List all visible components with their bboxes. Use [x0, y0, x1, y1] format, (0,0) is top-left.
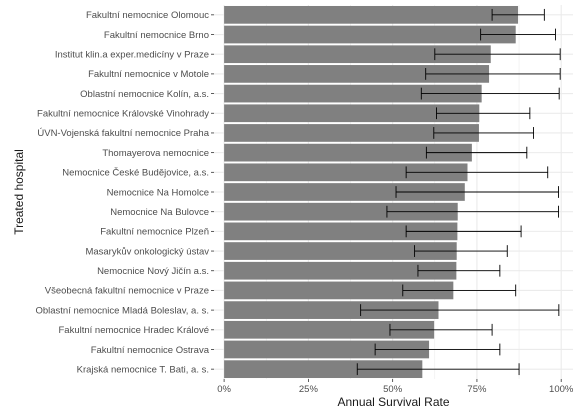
y-tick-label: ÚVN-Vojenská fakultní nemocnice Praha	[37, 128, 209, 139]
y-tick-label: Thomayerova nemocnice	[102, 148, 209, 159]
bar	[224, 202, 458, 221]
error-bar	[425, 146, 528, 159]
bar	[224, 163, 468, 182]
y-tick-label: Nemocnice Na Homolce	[107, 187, 209, 198]
error-bar	[425, 67, 561, 80]
bars	[224, 5, 519, 379]
error-bar	[436, 107, 531, 120]
bar	[224, 320, 435, 339]
bar	[224, 25, 516, 44]
bar	[224, 65, 490, 83]
error-bar	[480, 28, 556, 41]
bar	[224, 301, 439, 319]
y-tick-label: Nemocnice Nový Jičín a.s.	[97, 266, 209, 277]
bar	[224, 45, 491, 64]
y-tick-label: Institut klin.a exper.medicíny v Praze	[55, 50, 209, 61]
y-tick-label: Nemocnice Na Bulovce	[110, 207, 209, 218]
y-tick-label: Krajská nemocnice T. Bati, a. s.	[77, 364, 209, 375]
bar	[224, 360, 423, 379]
y-tick-label: Oblastní nemocnice Mladá Boleslav, a. s.	[35, 305, 209, 316]
error-bar	[374, 343, 501, 356]
bar	[224, 340, 430, 359]
y-tick-label: Fakultní nemocnice Královské Vinohrady	[37, 109, 209, 120]
y-tick-label: Fakultní nemocnice Olomouc	[86, 10, 209, 21]
x-tick-label: 100%	[549, 384, 574, 395]
y-tick-labels: Fakultní nemocnice Olomouc Fakultní nemoc…	[35, 10, 214, 375]
y-tick-label: Fakultní nemocnice Hradec Králové	[59, 325, 210, 336]
bar	[224, 183, 465, 201]
error-bar	[356, 363, 520, 376]
bar	[224, 242, 457, 260]
error-bar	[491, 8, 545, 21]
bar	[224, 124, 479, 142]
error-bar	[414, 245, 508, 257]
error-bar	[395, 186, 559, 198]
error-bars	[356, 8, 561, 376]
y-tick-label: Oblastní nemocnice Kolín, a.s.	[80, 89, 209, 100]
x-axis-title: Annual Survival Rate	[337, 395, 449, 409]
error-bar	[434, 48, 561, 61]
error-bar	[405, 225, 522, 238]
error-bar	[389, 323, 493, 336]
error-bar	[417, 264, 501, 277]
y-tick-label: Fakultní nemocnice v Motole	[88, 69, 209, 80]
y-tick-label: Masarykův onkologický ústav	[85, 246, 209, 257]
bar	[224, 5, 519, 24]
error-bar	[405, 166, 549, 179]
x-tick-label: 50%	[383, 384, 403, 395]
error-bar	[386, 205, 559, 218]
bar	[224, 143, 472, 162]
bar	[224, 84, 482, 103]
y-axis-title: Treated hospital	[12, 149, 26, 235]
y-tick-label: Fakultní nemocnice Brno	[104, 30, 209, 41]
x-tick-label: 75%	[467, 384, 487, 395]
error-bar	[360, 304, 560, 317]
y-tick-label: Všeobecná fakultní nemocnice v Praze	[45, 286, 209, 297]
y-tick-label: Fakultní nemocnice Ostrava	[91, 345, 210, 356]
error-bar	[433, 127, 535, 139]
x-tick-label: 25%	[299, 384, 319, 395]
error-bar	[402, 284, 517, 297]
y-tick-label: Fakultní nemocnice Plzeň	[100, 227, 209, 238]
x-tick-labels: 0% 25% 50% 75% 100%	[217, 379, 574, 395]
bar	[224, 281, 454, 300]
error-bar	[420, 87, 560, 100]
bar	[224, 261, 457, 280]
x-tick-label: 0%	[217, 384, 231, 395]
bar	[224, 104, 480, 123]
y-tick-label: Nemocnice České Budějovice, a.s.	[62, 168, 209, 179]
bar	[224, 222, 458, 241]
